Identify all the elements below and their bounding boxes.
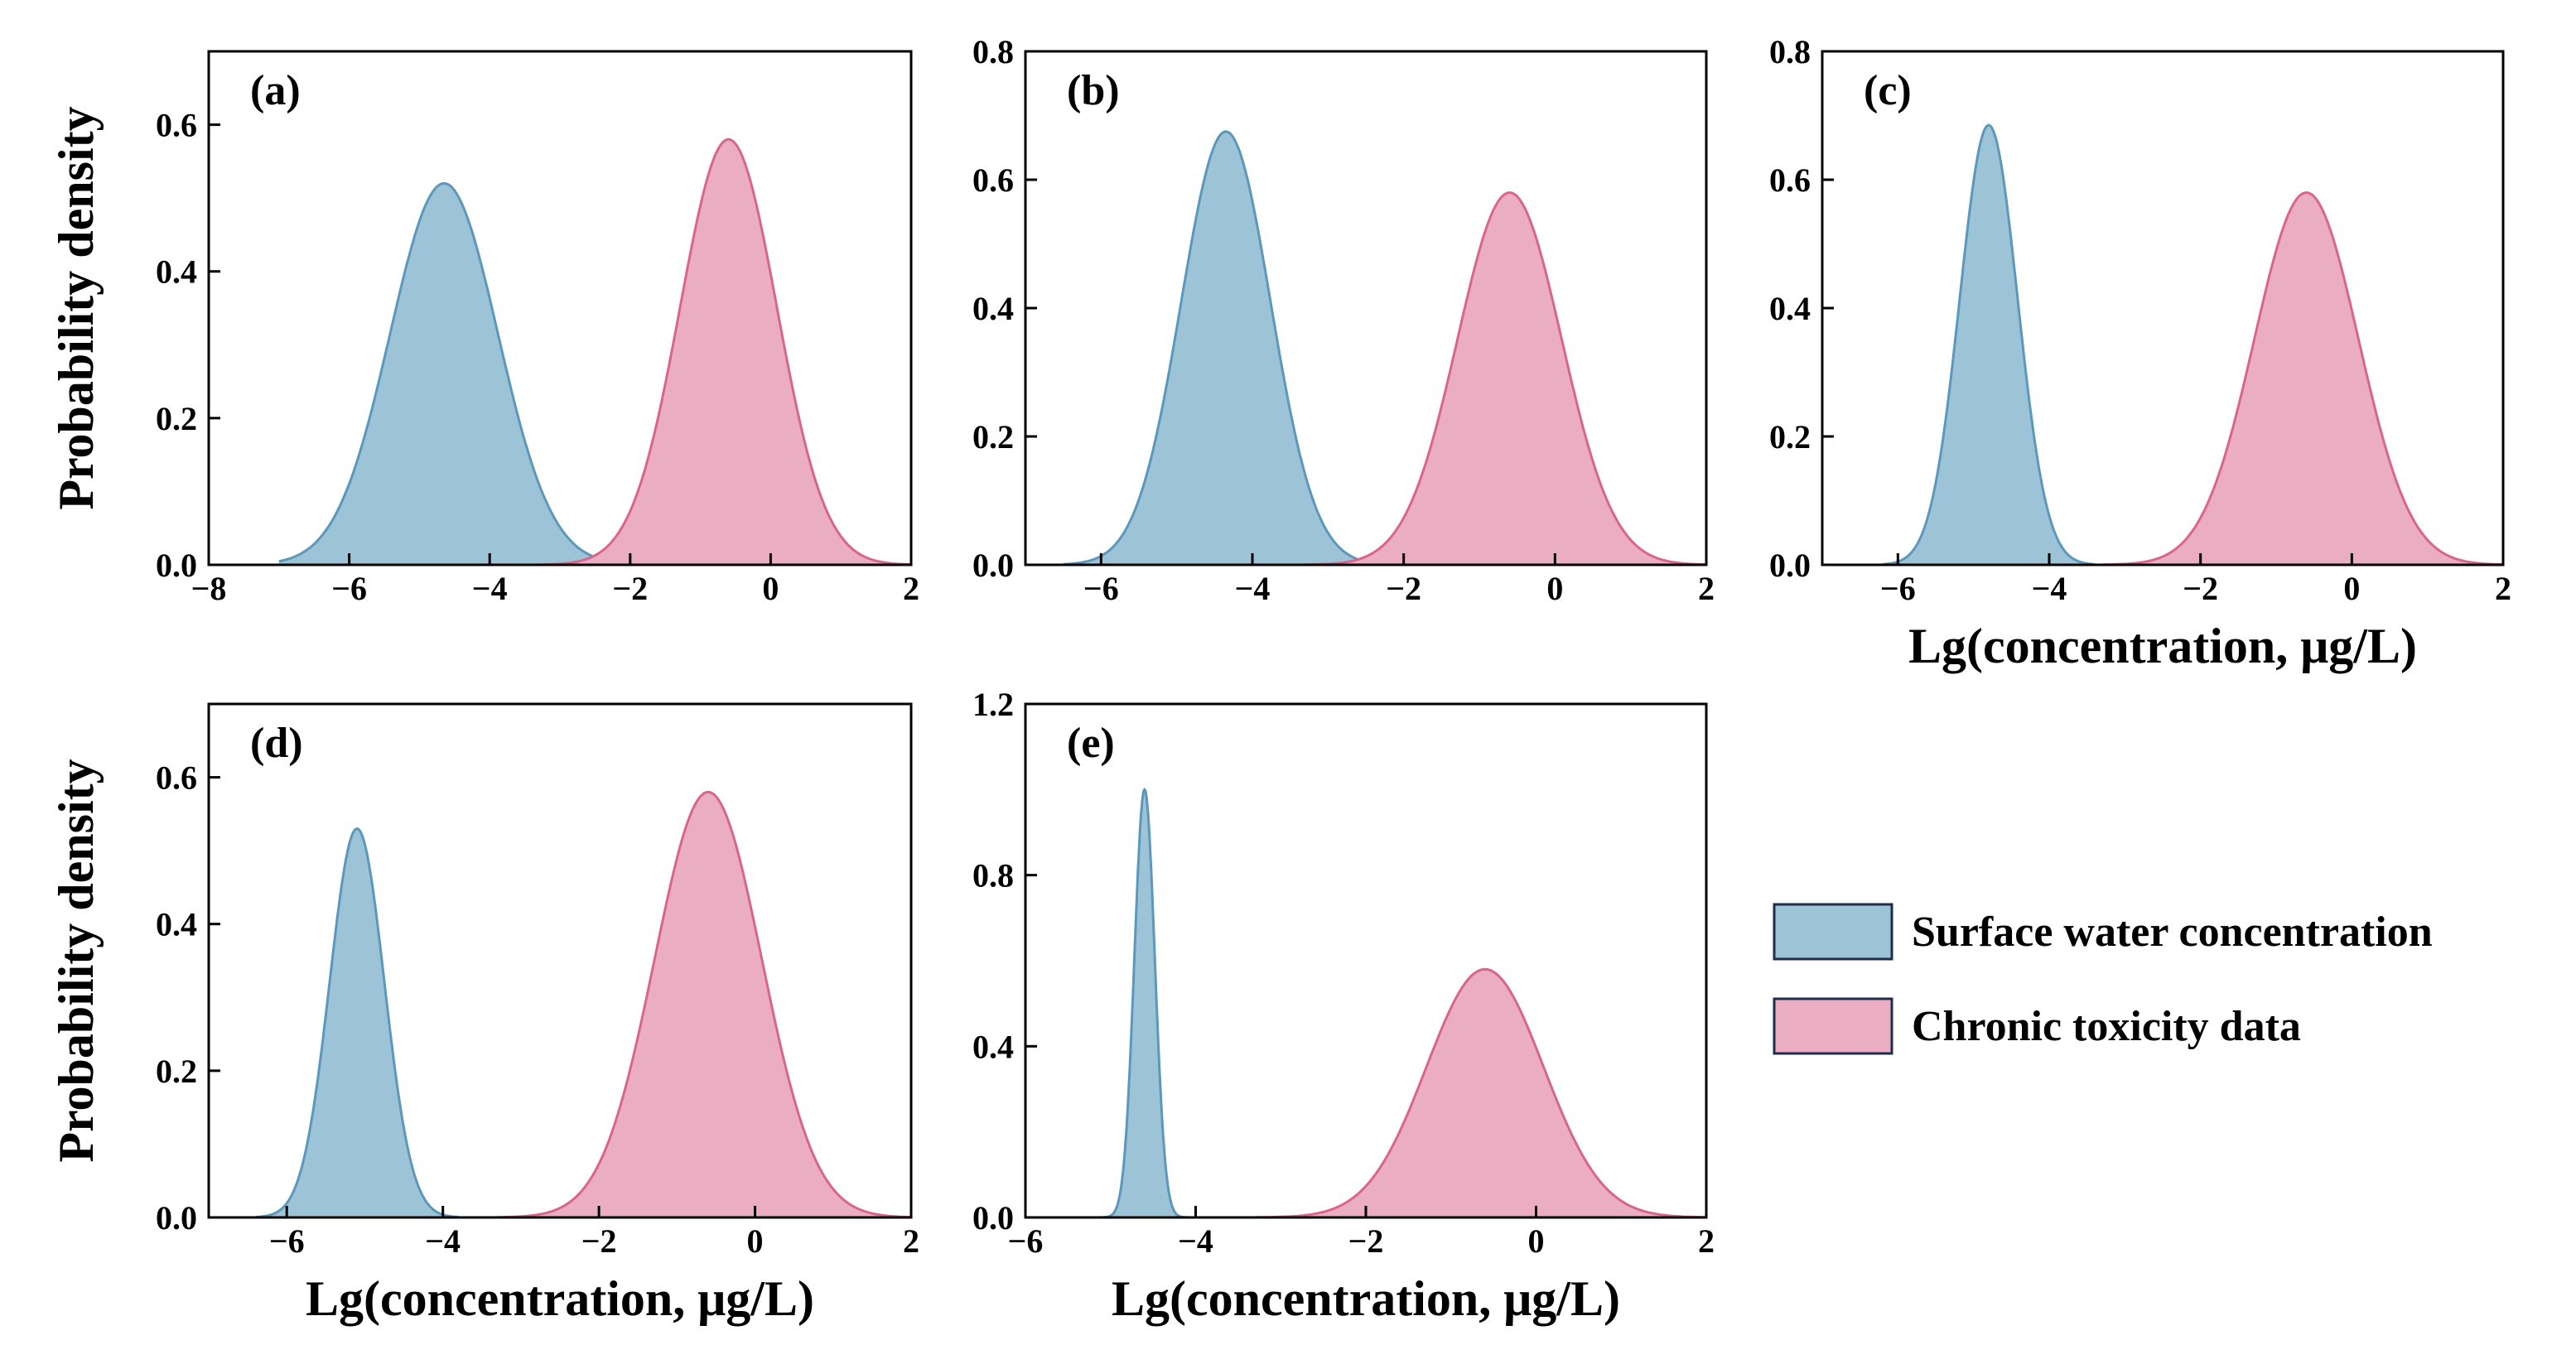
surface-density-line bbox=[1063, 130, 1382, 565]
y-tick-label: 0.6 bbox=[1769, 161, 1811, 199]
x-tick-label: −6 bbox=[1083, 570, 1119, 607]
chronic-density-line bbox=[538, 137, 911, 565]
chronic-density-area bbox=[1305, 192, 1706, 565]
panels: −8 −6 −4 −2 0 2 0.0 0.2 0.4 0.6 (a) Probability den… bbox=[49, 33, 2511, 1326]
panel-label: (d) bbox=[250, 720, 303, 767]
x-tick-label: −2 bbox=[581, 1222, 617, 1260]
axes-frame bbox=[1024, 50, 1708, 566]
chronic-density-line bbox=[497, 790, 911, 1217]
chronic-legend-swatch bbox=[1773, 997, 1893, 1055]
x-tick-label: 0 bbox=[2343, 570, 2360, 607]
surface-density-area bbox=[1084, 789, 1204, 1217]
x-tick-label: 0 bbox=[747, 1222, 764, 1260]
x-tick-label: 2 bbox=[2495, 570, 2511, 607]
x-tick-label: −4 bbox=[425, 1222, 461, 1260]
density-curves bbox=[1063, 130, 1706, 565]
surface-density-area bbox=[1883, 125, 2095, 565]
panel-label: (c) bbox=[1864, 67, 1912, 114]
x-tick-label: −6 bbox=[331, 570, 367, 607]
chronic-density-area bbox=[1255, 969, 1706, 1217]
chronic-density-line bbox=[2101, 190, 2503, 565]
chronic-legend-label: Chronic toxicity data bbox=[1912, 1003, 2301, 1050]
density-curves bbox=[278, 137, 911, 565]
x-tick-label: 2 bbox=[1698, 1222, 1715, 1260]
y-tick-label: 0.2 bbox=[156, 1053, 197, 1090]
y-tick-label: 0.0 bbox=[1769, 547, 1811, 584]
surface-density-area bbox=[1063, 131, 1382, 565]
y-axis-title: Probability density bbox=[49, 759, 104, 1162]
y-tick-label: 0.4 bbox=[972, 1028, 1014, 1065]
chronic-density-area bbox=[2101, 192, 2503, 565]
y-tick-label: 0.8 bbox=[1769, 33, 1811, 70]
chronic-density-area bbox=[497, 792, 911, 1217]
panel-label: (e) bbox=[1067, 720, 1115, 767]
chronic-density-area bbox=[538, 139, 911, 565]
x-tick-label: 2 bbox=[903, 570, 919, 607]
chart-panel: −6 −4 −2 0 2 0.0 0.2 0.4 0.6 (d) Lg(concentration,… bbox=[49, 702, 919, 1326]
y-tick-label: 0.4 bbox=[156, 906, 197, 943]
density-curves bbox=[1084, 787, 1706, 1217]
x-axis-title: Lg(concentration, μg/L) bbox=[1908, 619, 2417, 673]
y-tick-label: 0.6 bbox=[156, 759, 197, 797]
chart-panel: −6 −4 −2 0 2 0.0 0.2 0.4 0.6 0.8 (c) Lg(concentrati… bbox=[1769, 33, 2511, 673]
chart-panel: −6 −4 −2 0 2 0.0 0.4 0.8 1.2 (e) Lg(concentration,… bbox=[972, 686, 1715, 1326]
x-axis-title: Lg(concentration, μg/L) bbox=[1112, 1271, 1620, 1326]
surface-density-area bbox=[278, 183, 596, 565]
y-tick-label: 0.2 bbox=[1769, 418, 1811, 456]
legend: Surface water concentration Chronic toxic… bbox=[1773, 903, 2433, 1055]
y-tick-label: 0.0 bbox=[156, 1199, 197, 1236]
y-tick-label: 0.8 bbox=[972, 33, 1014, 70]
density-curves bbox=[255, 790, 911, 1217]
y-tick-label: 0.0 bbox=[972, 1199, 1014, 1236]
x-tick-label: −4 bbox=[2032, 570, 2067, 607]
chronic-density-line bbox=[1255, 967, 1706, 1217]
x-tick-label: −2 bbox=[612, 570, 648, 607]
axes-frame bbox=[1821, 50, 2505, 566]
x-tick-label: −6 bbox=[269, 1222, 305, 1260]
panel-label: (a) bbox=[250, 67, 301, 114]
surface-density-line bbox=[278, 182, 596, 563]
surface-legend-swatch bbox=[1773, 903, 1893, 961]
chart-panel: −8 −6 −4 −2 0 2 0.0 0.2 0.4 0.6 (a) Probability den… bbox=[49, 50, 919, 607]
axes-frame bbox=[207, 702, 913, 1219]
x-tick-label: −4 bbox=[472, 570, 508, 607]
y-tick-label: 0.4 bbox=[1769, 290, 1811, 327]
x-tick-label: 2 bbox=[903, 1222, 919, 1260]
y-tick-label: 0.2 bbox=[972, 418, 1014, 456]
chart-panel: −6 −4 −2 0 2 0.0 0.2 0.4 0.6 0.8 (b) bbox=[972, 33, 1715, 607]
y-axis-title: Probability density bbox=[49, 106, 104, 509]
y-tick-label: 0.0 bbox=[156, 547, 197, 584]
x-tick-label: −2 bbox=[2183, 570, 2218, 607]
x-tick-label: −2 bbox=[1348, 1222, 1384, 1260]
y-tick-label: 0.4 bbox=[156, 253, 197, 291]
y-tick-label: 0.4 bbox=[972, 290, 1014, 327]
x-tick-label: 0 bbox=[762, 570, 779, 607]
surface-density-area bbox=[255, 828, 459, 1217]
x-axis-title: Lg(concentration, μg/L) bbox=[306, 1271, 814, 1326]
x-tick-label: −6 bbox=[1008, 1222, 1044, 1260]
x-tick-label: −6 bbox=[1880, 570, 1916, 607]
y-tick-label: 0.6 bbox=[156, 107, 197, 144]
x-tick-label: −8 bbox=[191, 570, 227, 607]
surface-density-line bbox=[255, 827, 459, 1217]
x-tick-label: 2 bbox=[1698, 570, 1715, 607]
chronic-density-line bbox=[1305, 190, 1706, 565]
x-tick-label: 0 bbox=[1546, 570, 1563, 607]
y-tick-label: 0.6 bbox=[972, 161, 1014, 199]
panel-label: (b) bbox=[1067, 67, 1120, 114]
x-tick-label: 0 bbox=[1528, 1222, 1545, 1260]
density-curves bbox=[1882, 123, 2503, 565]
x-tick-label: −4 bbox=[1178, 1222, 1213, 1260]
surface-density-line bbox=[1882, 123, 2095, 565]
y-tick-label: 0.0 bbox=[972, 547, 1014, 584]
y-tick-label: 1.2 bbox=[972, 686, 1014, 723]
y-tick-label: 0.2 bbox=[156, 400, 197, 437]
axes-frame bbox=[207, 50, 913, 566]
y-tick-label: 0.8 bbox=[972, 857, 1014, 894]
x-tick-label: −4 bbox=[1235, 570, 1271, 607]
x-tick-label: −2 bbox=[1386, 570, 1421, 607]
surface-legend-label: Surface water concentration bbox=[1912, 909, 2433, 956]
